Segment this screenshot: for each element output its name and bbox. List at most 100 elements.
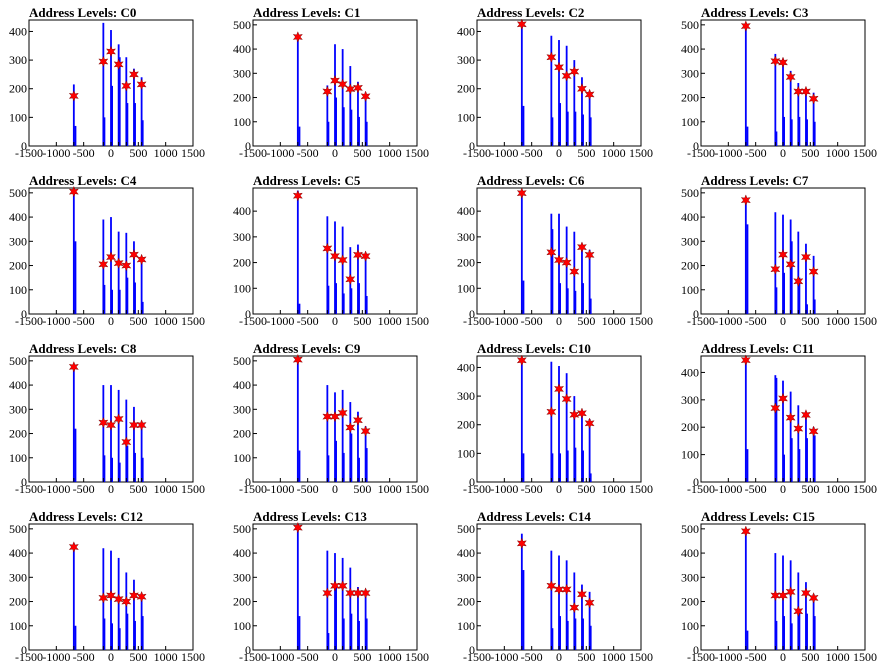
panel-15-bar-2 (774, 553, 777, 650)
panel-5-marker-2 (330, 250, 340, 262)
panel-1-marker-1 (322, 85, 333, 98)
panel-8-marker-2 (106, 419, 116, 431)
panel-9-bar-7 (342, 452, 345, 482)
panel-12-ytick-2: 200 (9, 595, 27, 609)
panel-5-xtick-4: 500 (353, 314, 371, 328)
panel-1-bar-6 (341, 49, 344, 146)
panel-8-ytick-1: 100 (9, 451, 27, 465)
panel-1-xtick-4: 500 (353, 146, 371, 160)
panel-13-bar-0 (296, 524, 299, 650)
panel-7-bar-0 (744, 200, 747, 314)
panel-12-ytick-0: 0 (21, 643, 27, 657)
panel-6-xtick-0: -1500 (463, 314, 491, 328)
panel-11-ytick-3: 300 (681, 393, 699, 407)
panel-7-marker-4 (793, 275, 804, 288)
panel-14-bar-11 (582, 618, 584, 650)
panel-4-bar-4 (110, 217, 112, 314)
panel-13-bar-10 (357, 587, 359, 650)
panel-6: Address Levels: C6-1500 -1000 -500 0 500 1000… (457, 173, 653, 328)
panel-3-bar-12 (812, 92, 815, 146)
panel-14-ytick-5: 500 (457, 522, 475, 536)
panel-14-bar-6 (565, 560, 568, 650)
panel-7-bar-11 (806, 304, 808, 314)
panel-14-bar-10 (581, 584, 583, 650)
panel-15-xtick-2: -500 (745, 650, 767, 664)
panel-9-title: Address Levels: C9 (253, 341, 361, 356)
panel-1-ytick-4: 400 (233, 42, 251, 56)
panel-2-bar-12 (588, 91, 591, 146)
panel-7-bar-8 (797, 231, 800, 314)
panel-13-ytick-1: 100 (233, 619, 251, 633)
panel-1-marker-3 (337, 78, 348, 90)
panel-7-bar-2 (774, 212, 777, 314)
panel-5-marker-6 (360, 250, 371, 262)
panel-7-bar-13 (813, 299, 816, 314)
panel-8-xtick-1: -1000 (42, 482, 70, 496)
panel-0-bar-9 (126, 103, 129, 146)
panel-5-xtick-1: -1000 (266, 314, 294, 328)
panel-8-bar-0 (72, 365, 75, 482)
panel-3-xtick-6: 1500 (853, 146, 877, 160)
panel-14-xtick-3: 0 (556, 650, 562, 664)
panel-4-bar-7 (118, 289, 121, 314)
panel-11-marker-3 (785, 411, 796, 424)
panel-12-bar-13 (141, 616, 144, 650)
panel-3-marker-2 (778, 56, 788, 69)
panel-3-bar-5 (783, 116, 785, 146)
panel-10-bar-9 (574, 447, 577, 482)
panel-8-xtick-6: 1500 (181, 482, 205, 496)
panel-10: Address Levels: C10 -1500 -1000 -500 0 500 100… (457, 341, 653, 496)
panel-10-bar-7 (566, 450, 569, 482)
panel-2-ytick-4: 400 (457, 24, 475, 38)
panel-3-bar-7 (790, 119, 793, 146)
panel-3-marker-6 (808, 92, 819, 105)
panel-2-marker-1 (546, 51, 557, 63)
panel-15: Address Levels: C15 -1500 -1000 -500 0 500 100… (681, 509, 877, 664)
panel-7-xtick-2: -500 (745, 314, 767, 328)
panel-9-bar-11 (358, 457, 360, 482)
panel-10-xtick-5: 1000 (602, 482, 626, 496)
panel-4-bar-3 (103, 284, 106, 314)
panel-1-bar-12 (364, 92, 367, 146)
panel-15-bar-6 (789, 560, 792, 650)
panel-4-bar-5 (111, 289, 113, 314)
panel-0-bar-11 (134, 103, 136, 146)
panel-5-marker-5 (352, 249, 363, 261)
panel-2-bar-11 (582, 114, 584, 146)
panel-10-bar-3 (551, 453, 554, 482)
panel-0-title: Address Levels: C0 (29, 5, 136, 20)
panel-4-bar-10 (133, 241, 135, 314)
panel-15-ytick-3: 300 (681, 570, 699, 584)
panel-4-xtick-3: 0 (108, 314, 114, 328)
panel-5-xtick-3: 0 (332, 314, 338, 328)
panel-12-marker-1 (98, 592, 109, 604)
panel-5-bar-2 (326, 216, 329, 314)
panel-9-bar-13 (365, 448, 368, 482)
panel-7-bar-5 (783, 272, 785, 314)
panel-11-bar-7 (790, 438, 793, 482)
panel-0-marker-3 (113, 58, 124, 71)
panel-0-xtick-1: -1000 (42, 146, 70, 160)
panel-2-xtick-5: 1000 (602, 146, 626, 160)
panel-4-xtick-1: -1000 (42, 314, 70, 328)
panel-11-xtick-0: -1500 (687, 482, 715, 496)
panel-7-marker-6 (808, 265, 819, 278)
panel-3-xtick-4: 500 (801, 146, 819, 160)
panel-10-bar-4 (558, 366, 560, 482)
panel-15-bar-4 (782, 555, 784, 650)
panel-3-marker-5 (800, 85, 811, 98)
panel-13-marker-3 (337, 580, 348, 592)
panel-8-ytick-0: 0 (21, 475, 27, 489)
panel-1-xtick-5: 1000 (378, 146, 402, 160)
panel-6-marker-4 (569, 265, 580, 278)
panel-4-bar-0 (72, 190, 75, 314)
panel-13-marker-0 (292, 521, 303, 534)
panel-4-marker-0 (68, 185, 79, 198)
panel-1-bar-0 (296, 34, 299, 146)
panel-11-bar-4 (782, 380, 784, 482)
panel-4-xtick-0: -1500 (15, 314, 43, 328)
panel-8-bar-2 (102, 385, 105, 482)
panel-4: Address Levels: C4-1500 -1000 -500 0 500 1000… (9, 173, 205, 328)
panel-4-xtick-6: 1500 (181, 314, 205, 328)
